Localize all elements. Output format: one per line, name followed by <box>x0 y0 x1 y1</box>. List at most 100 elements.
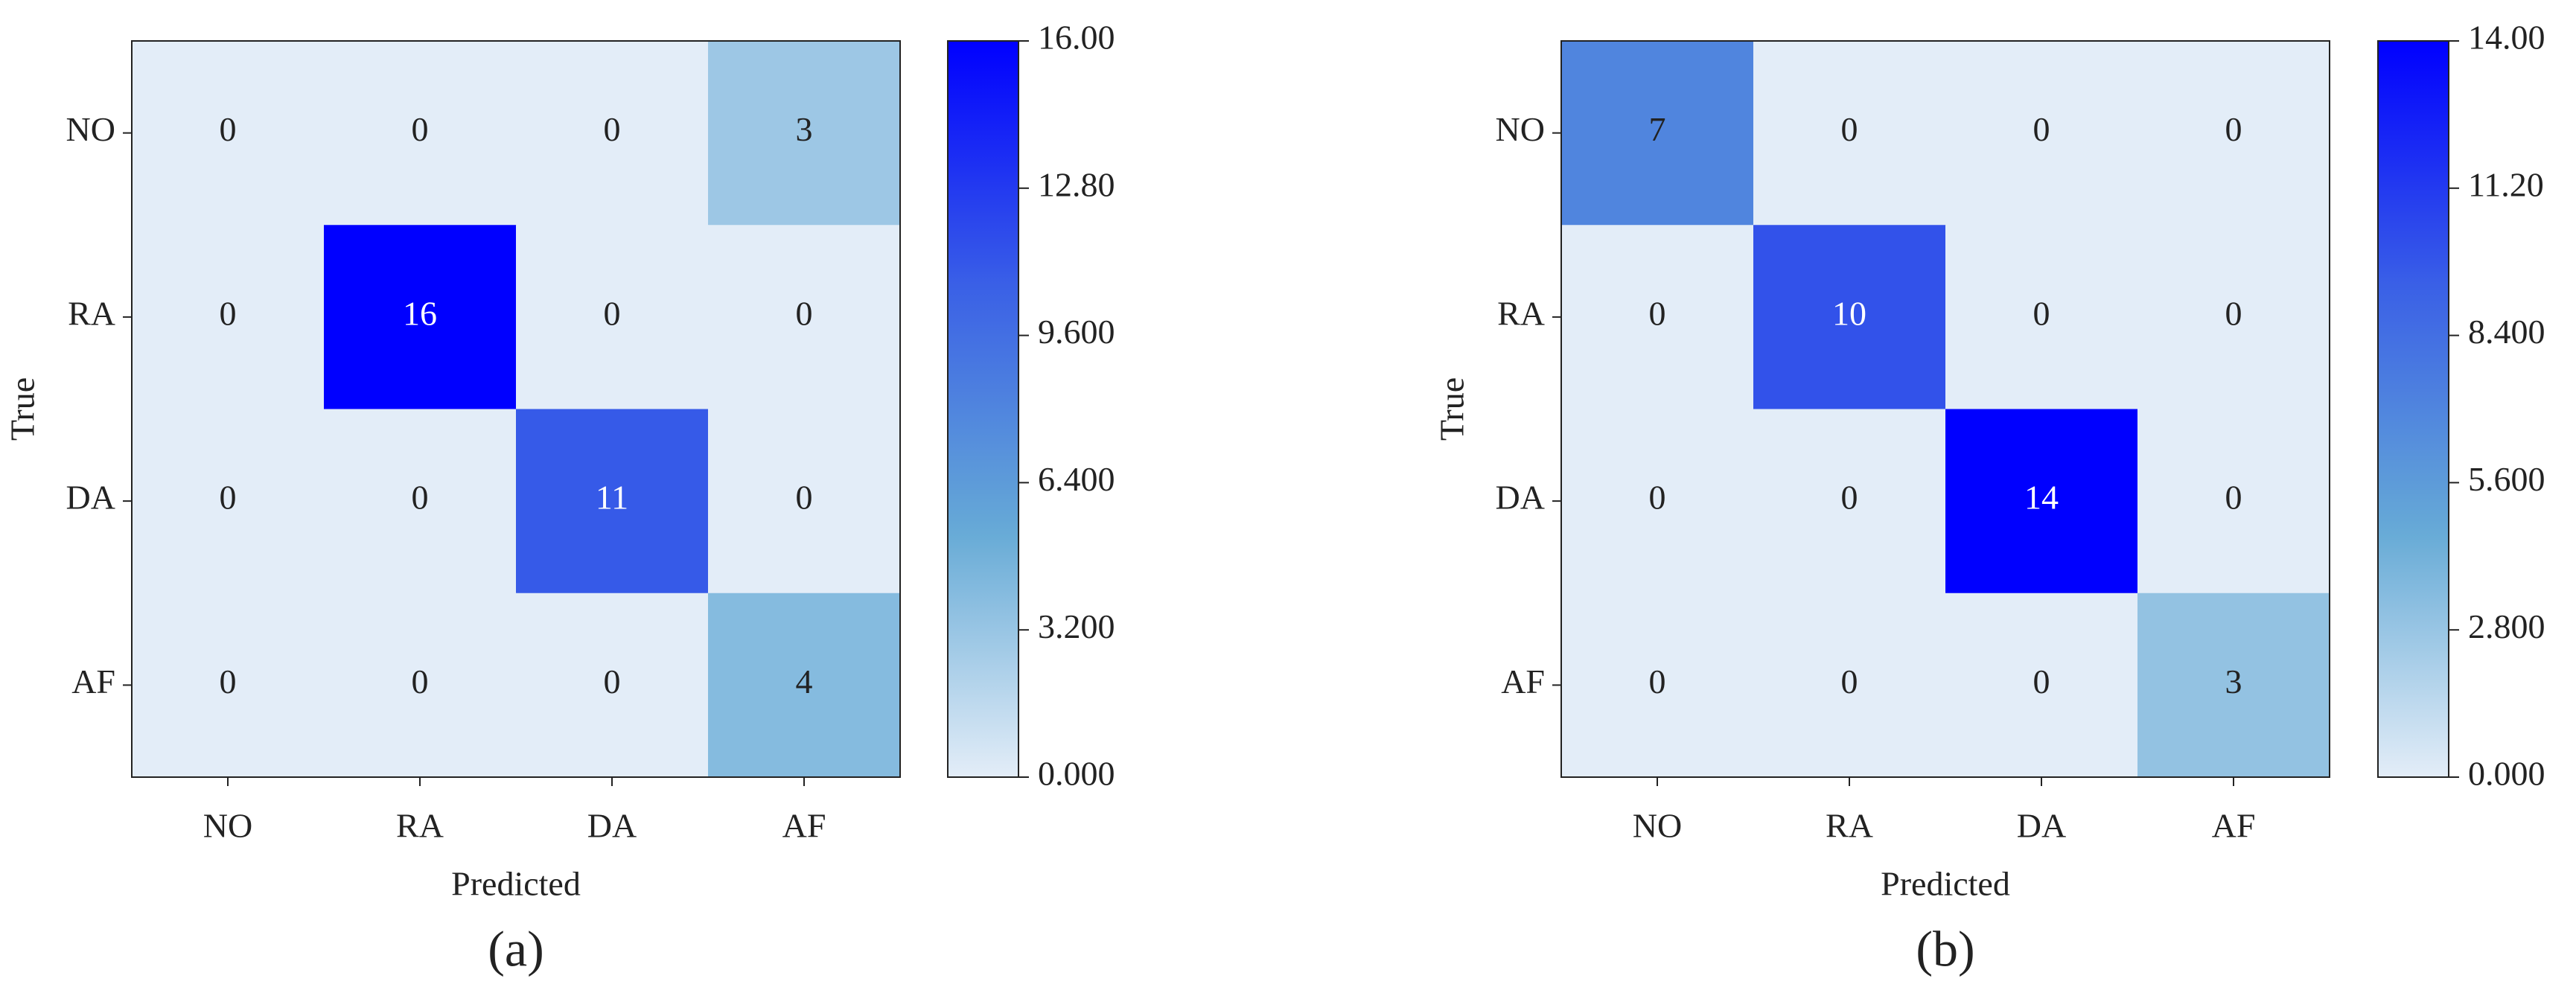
cell-label: 0 <box>2033 110 2050 148</box>
cell-label: 0 <box>1649 662 1666 700</box>
heatmap-cell <box>708 225 901 409</box>
cell-label: 0 <box>604 662 621 700</box>
heatmap-cell <box>516 41 709 226</box>
heatmap-cell <box>2137 593 2330 778</box>
heatmap-cell <box>1945 409 2138 594</box>
colorbar-tick-label: 12.80 <box>1038 165 1115 203</box>
cell-label: 0 <box>220 110 237 148</box>
cell-label: 7 <box>1649 110 1666 148</box>
heatmap-cell <box>1561 225 1754 409</box>
cell-label: 0 <box>220 294 237 332</box>
heatmap-cell <box>1945 225 2138 409</box>
x-tick-label: NO <box>203 807 252 845</box>
y-tick-label: RA <box>68 294 115 332</box>
heatmap-cell <box>708 409 901 594</box>
heatmap-cell <box>324 225 517 409</box>
cell-label: 14 <box>2024 479 2059 517</box>
x-tick-label: RA <box>396 807 444 845</box>
y-tick-label: AF <box>71 662 115 700</box>
heatmap-cell <box>2137 409 2330 594</box>
colorbar-tick-label: 5.600 <box>2468 460 2545 498</box>
cell-label: 10 <box>1832 294 1866 332</box>
x-axis-label: Predicted <box>1881 865 2010 903</box>
cell-label: 11 <box>596 479 628 517</box>
heatmap-cell <box>1561 41 1754 226</box>
plot-frame <box>1560 40 2330 778</box>
cell-label: 0 <box>796 294 813 332</box>
heatmap-cell <box>516 409 709 594</box>
cell-label: 0 <box>2033 294 2050 332</box>
y-tick-label: DA <box>1496 479 1545 517</box>
cell-label: 0 <box>1649 479 1666 517</box>
y-tick-label: RA <box>1497 294 1545 332</box>
cell-label: 0 <box>604 110 621 148</box>
heatmap-cell <box>516 225 709 409</box>
cell-label: 0 <box>2033 662 2050 700</box>
cell-label: 0 <box>2225 479 2242 517</box>
colorbar-tick-label: 9.600 <box>1038 313 1115 351</box>
colorbar-tick-label: 16.00 <box>1038 19 1115 57</box>
caption: (a) <box>488 921 543 977</box>
heatmap-cell <box>1945 593 2138 778</box>
colorbar-tick-label: 3.200 <box>1038 607 1115 645</box>
x-tick-label: AF <box>2212 807 2256 845</box>
colorbar <box>947 40 1019 778</box>
heatmap-cell <box>132 41 325 226</box>
plot-frame <box>131 40 901 778</box>
heatmap-cell <box>2137 41 2330 226</box>
heatmap-cell <box>132 225 325 409</box>
heatmap-cell <box>1753 41 1946 226</box>
heatmap-cell <box>2137 225 2330 409</box>
cell-label: 0 <box>220 662 237 700</box>
y-axis-label: True <box>1433 377 1471 441</box>
heatmap-cell <box>708 41 901 226</box>
x-tick-label: RA <box>1826 807 1873 845</box>
y-tick-label: NO <box>1496 110 1545 148</box>
heatmap-cell <box>132 409 325 594</box>
caption: (b) <box>1916 921 1974 977</box>
cell-label: 0 <box>1841 110 1858 148</box>
heatmap-cell <box>1561 409 1754 594</box>
cell-label: 16 <box>403 294 437 332</box>
heatmap-cell <box>1561 593 1754 778</box>
y-tick-label: NO <box>66 110 115 148</box>
y-tick-label: AF <box>1501 662 1545 700</box>
x-axis-label: Predicted <box>451 865 581 903</box>
cell-label: 0 <box>796 479 813 517</box>
cell-label: 0 <box>1649 294 1666 332</box>
heatmap-cell <box>708 593 901 778</box>
x-tick-label: NO <box>1633 807 1682 845</box>
cell-label: 0 <box>2225 110 2242 148</box>
heatmap-cell <box>1753 409 1946 594</box>
colorbar <box>2377 40 2449 778</box>
cell-label: 0 <box>1841 662 1858 700</box>
colorbar-tick-label: 2.800 <box>2468 607 2545 645</box>
colorbar-tick-label: 0.000 <box>2468 755 2545 793</box>
cell-label: 0 <box>220 479 237 517</box>
heatmap-cell <box>1945 41 2138 226</box>
cell-label: 0 <box>412 110 429 148</box>
x-tick-label: DA <box>587 807 637 845</box>
cell-label: 0 <box>1841 479 1858 517</box>
colorbar-tick-label: 6.400 <box>1038 460 1115 498</box>
y-axis-label: True <box>4 377 42 441</box>
cell-label: 3 <box>796 110 813 148</box>
heatmap-cell <box>1753 225 1946 409</box>
cell-label: 3 <box>2225 662 2242 700</box>
cell-label: 4 <box>796 662 813 700</box>
heatmap-cell <box>516 593 709 778</box>
colorbar-tick-label: 8.400 <box>2468 313 2545 351</box>
colorbar-tick-label: 14.00 <box>2468 19 2545 57</box>
cell-label: 0 <box>412 479 429 517</box>
heatmap-cell <box>324 409 517 594</box>
cell-label: 0 <box>412 662 429 700</box>
colorbar-tick-label: 0.000 <box>1038 755 1115 793</box>
heatmap-cell <box>324 593 517 778</box>
colorbar-tick-label: 11.20 <box>2468 165 2544 203</box>
heatmap-cell <box>132 593 325 778</box>
x-tick-label: AF <box>782 807 826 845</box>
x-tick-label: DA <box>2017 807 2066 845</box>
heatmap-cell <box>324 41 517 226</box>
y-tick-label: DA <box>66 479 115 517</box>
